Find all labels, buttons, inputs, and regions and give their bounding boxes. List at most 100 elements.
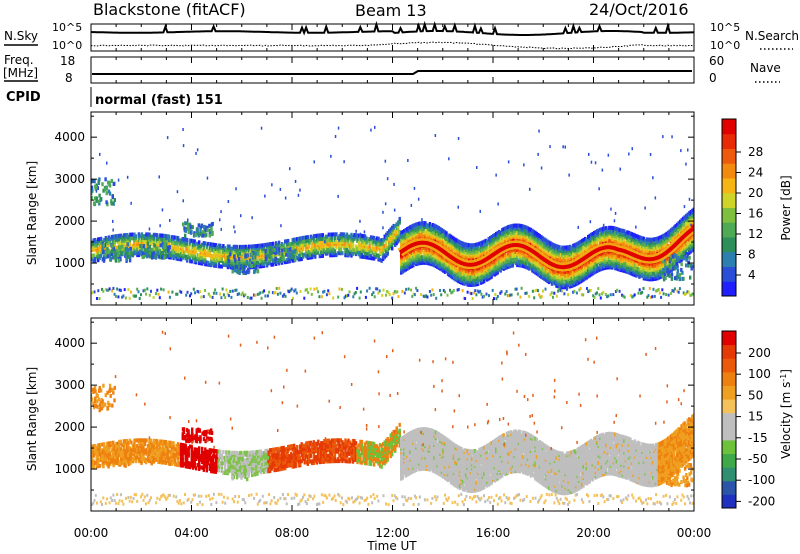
scatter-cell (476, 242, 480, 247)
scatter-cell (374, 245, 377, 250)
scatter-cell (204, 248, 207, 253)
scatter-cell (157, 237, 160, 241)
scatter-cell (201, 248, 204, 253)
freq-left-tick-top: 18 (60, 54, 75, 68)
scatter-cell (296, 256, 299, 260)
scatter-cell (302, 235, 305, 240)
scatter-cell (327, 247, 331, 252)
scatter-cell (383, 243, 386, 248)
scatter-cell (425, 228, 429, 233)
scatter-cell (617, 237, 620, 241)
scatter-cell (484, 238, 487, 243)
scatter-cell (353, 233, 356, 238)
scatter-cell (136, 239, 139, 244)
scatter-cell (605, 237, 608, 242)
scatter-cell (428, 252, 432, 257)
scatter-cell (124, 233, 127, 238)
scatter-cell (176, 236, 180, 241)
scatter-cell (425, 223, 429, 228)
scatter-cell (421, 255, 424, 260)
scatter-cell (297, 253, 300, 258)
scatter-cell (381, 247, 385, 252)
scatter-cell (519, 235, 522, 240)
scatter-cell (201, 242, 204, 247)
scatter-cell (558, 248, 561, 253)
scatter-cell (107, 241, 110, 246)
scatter-cell (314, 239, 317, 244)
scatter-cell (317, 233, 320, 238)
scatter-cell (214, 254, 217, 259)
scatter-cell (204, 241, 207, 246)
scatter-cell (106, 237, 109, 242)
scatter-cell (446, 234, 450, 239)
scatter-cell (210, 253, 213, 258)
scatter-cell (546, 239, 549, 244)
scatter-cell (169, 238, 172, 243)
scatter-cell (394, 224, 397, 228)
scatter-cell (608, 239, 611, 243)
scatter-cell (416, 256, 419, 260)
scatter-cell (201, 255, 204, 260)
scatter-cell (439, 227, 442, 232)
scatter-cell (392, 235, 395, 240)
scatter-cell (394, 229, 397, 234)
scatter-cell (418, 225, 421, 230)
scatter-cell (632, 232, 635, 237)
scatter-cell (564, 245, 567, 250)
scatter-cell (151, 234, 154, 239)
scatter-cell (553, 275, 557, 280)
scatter-cell (612, 226, 615, 231)
scatter-cell (407, 226, 410, 231)
scatter-cell (244, 244, 248, 249)
scatter-cell (442, 229, 445, 234)
nsearch-label: N.Search (745, 29, 799, 43)
scatter-cell (176, 255, 180, 259)
scatter-cell (326, 242, 329, 247)
scatter-cell (469, 275, 472, 280)
scatter-cell (327, 232, 331, 237)
scatter-cell (615, 264, 618, 269)
scatter-cell (335, 253, 338, 258)
scatter-cell (119, 233, 122, 238)
scatter-cell (137, 238, 141, 242)
scatter-cell (305, 239, 308, 244)
scatter-cell (229, 259, 233, 264)
scatter-cell (306, 238, 309, 243)
scatter-cell (378, 238, 382, 243)
scatter-cell (219, 255, 222, 259)
scatter-cell (223, 263, 227, 267)
scatter-cell (360, 233, 364, 238)
scatter-cell (412, 261, 415, 266)
scatter-cell (650, 237, 653, 242)
scatter-cell (371, 256, 374, 261)
scatter-cell (369, 254, 373, 259)
scatter-cell (359, 243, 362, 248)
scatter-cell (181, 237, 184, 241)
scatter-cell (265, 261, 269, 266)
scatter-cell (492, 234, 495, 238)
scatter-cell (308, 238, 311, 243)
scatter-cell (219, 249, 222, 254)
scatter-cell (314, 251, 317, 255)
scatter-cell (434, 254, 438, 259)
scatter-cell (644, 242, 647, 247)
scatter-cell (318, 233, 321, 238)
scatter-cell (214, 246, 217, 251)
scatter-cell (375, 245, 379, 250)
scatter-cell (235, 256, 239, 261)
scatter-cell (642, 236, 646, 241)
scatter-cell (645, 248, 649, 253)
scatter-cell (210, 248, 213, 253)
scatter-cell (602, 262, 605, 267)
scatter-cell (556, 257, 560, 262)
scatter-cell (375, 236, 379, 241)
scatter-cell (561, 279, 564, 284)
scatter-cell (216, 245, 219, 250)
scatter-cell (103, 255, 106, 260)
scatter-cell (498, 229, 501, 234)
scatter-cell (195, 247, 198, 252)
scatter-cell (496, 230, 499, 235)
scatter-cell (293, 237, 296, 242)
scatter-cell (327, 238, 331, 243)
